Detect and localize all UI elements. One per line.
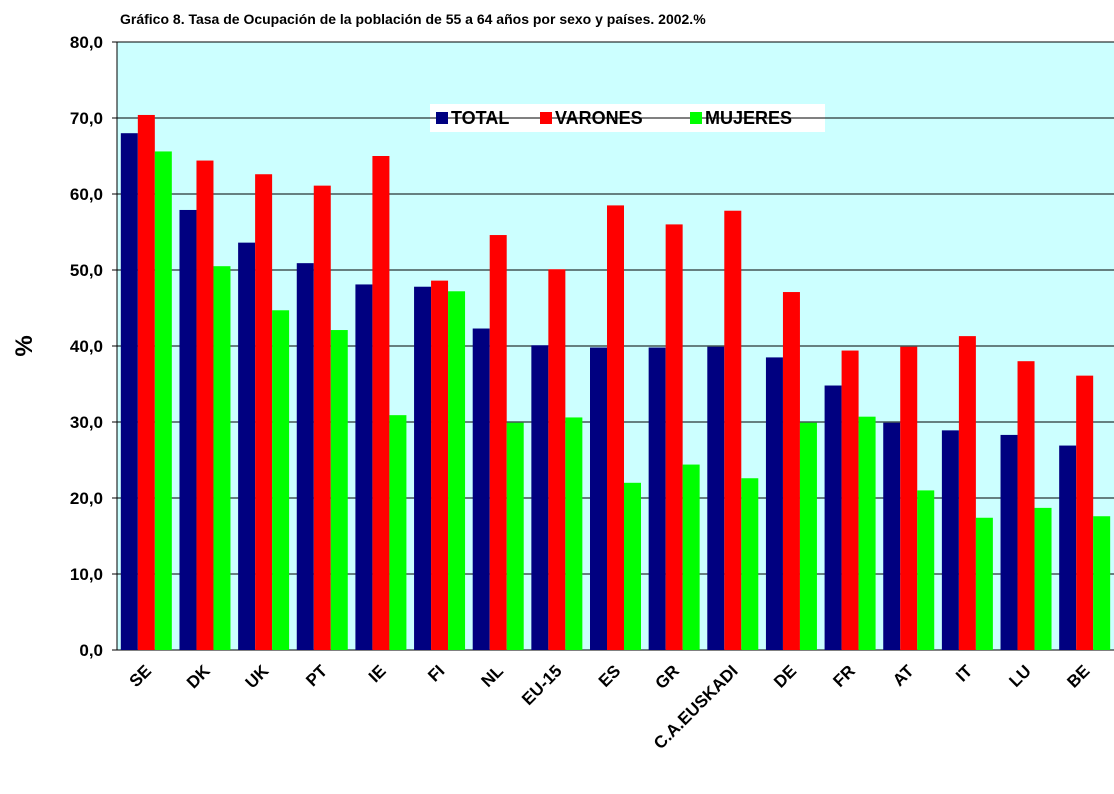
bar — [272, 310, 290, 650]
bar — [355, 284, 373, 650]
bar — [707, 346, 725, 650]
legend-swatch — [436, 112, 448, 124]
bar — [213, 266, 231, 650]
bar — [665, 224, 683, 650]
bar — [330, 330, 348, 650]
bar — [137, 114, 155, 650]
x-tick-label: FI — [424, 661, 448, 685]
bar — [120, 133, 138, 650]
bar — [196, 160, 214, 650]
x-tick-label: IT — [952, 661, 977, 686]
bar — [548, 269, 566, 650]
bar — [431, 280, 449, 650]
bar — [799, 422, 817, 650]
bar — [565, 417, 583, 650]
x-tick-label: EU-15 — [518, 661, 566, 709]
y-tick-label: 60,0 — [70, 185, 103, 204]
y-tick-label: 50,0 — [70, 261, 103, 280]
chart-title: Gráfico 8. Tasa de Ocupación de la pobla… — [120, 11, 706, 27]
bar — [941, 430, 959, 650]
bar — [624, 482, 641, 650]
legend-label: TOTAL — [451, 108, 509, 128]
x-tick-label: NL — [478, 661, 507, 690]
y-tick-label: 70,0 — [70, 109, 103, 128]
y-tick-label: 40,0 — [70, 337, 103, 356]
x-tick-label: SE — [126, 661, 155, 690]
bar — [900, 346, 918, 650]
x-tick-label: ES — [595, 661, 624, 690]
bar — [841, 350, 859, 650]
bar — [472, 328, 490, 650]
bar — [389, 415, 407, 650]
bar — [1000, 434, 1018, 650]
bar — [858, 416, 876, 650]
bar — [238, 242, 256, 650]
bar — [607, 205, 624, 650]
bar — [1059, 445, 1077, 650]
x-tick-label: BE — [1063, 661, 1093, 691]
bar — [154, 151, 172, 650]
bar — [531, 345, 549, 650]
x-tick-label: FR — [829, 661, 858, 690]
legend-swatch — [690, 112, 702, 124]
x-tick-label: UK — [242, 661, 273, 692]
bar — [724, 210, 742, 650]
legend-label: VARONES — [555, 108, 643, 128]
bar — [682, 464, 700, 650]
x-tick-label: IE — [365, 661, 390, 686]
bar — [372, 156, 390, 650]
bar — [1076, 375, 1094, 650]
y-tick-label: 0,0 — [79, 641, 103, 660]
bar — [765, 357, 783, 650]
bar — [489, 235, 507, 651]
bar — [1034, 507, 1052, 650]
y-tick-label: 30,0 — [70, 413, 103, 432]
bar — [179, 209, 197, 650]
y-axis-label: % — [11, 335, 38, 356]
x-tick-label: DK — [183, 661, 214, 692]
bar — [1093, 516, 1111, 650]
x-tick-label: LU — [1005, 661, 1034, 690]
bar — [917, 490, 935, 650]
x-tick-label: AT — [889, 661, 918, 690]
y-tick-label: 10,0 — [70, 565, 103, 584]
bar — [824, 385, 842, 650]
bar — [448, 291, 466, 650]
bar — [296, 263, 314, 650]
bar — [958, 336, 976, 650]
x-tick-label: GR — [652, 661, 683, 692]
bar — [506, 422, 524, 650]
bar — [1017, 361, 1035, 650]
legend-label: MUJERES — [705, 108, 792, 128]
y-tick-label: 20,0 — [70, 489, 103, 508]
bar — [741, 478, 759, 650]
bar — [782, 292, 800, 650]
bar — [883, 422, 901, 650]
bar — [255, 174, 273, 651]
bar — [648, 347, 666, 650]
x-tick-label: DE — [770, 661, 800, 691]
x-tick-label: PT — [302, 661, 331, 690]
bar — [313, 185, 331, 650]
legend-swatch — [540, 112, 552, 124]
bar — [975, 517, 993, 650]
y-tick-label: 80,0 — [70, 33, 103, 52]
bar — [590, 347, 607, 650]
bar — [414, 286, 432, 650]
